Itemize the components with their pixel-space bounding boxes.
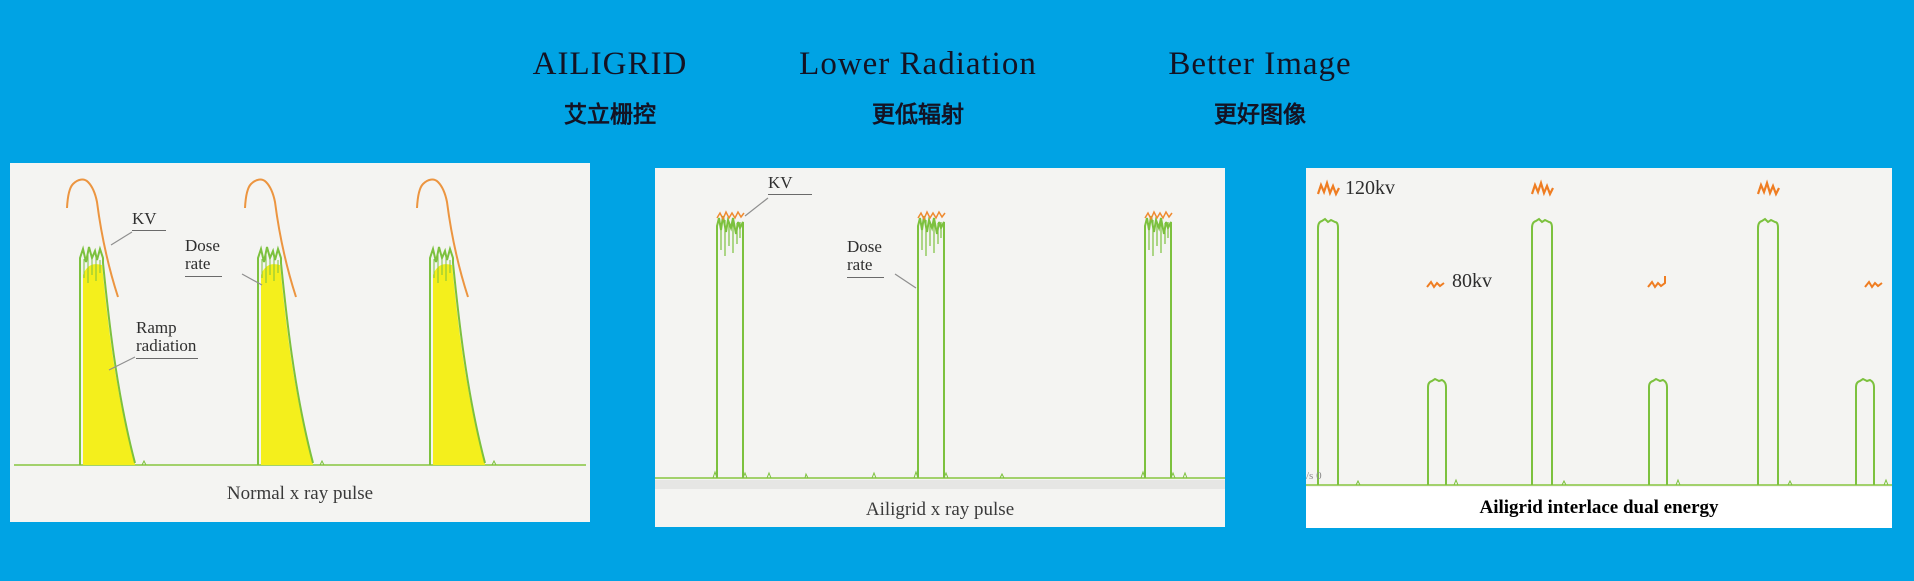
kv-curve [66,178,119,298]
ailigrid-pulse-chart [655,197,1225,489]
ramp-radiation-area [261,264,313,465]
square-pulse-1 [712,210,748,479]
dose-rate-pulse [1144,215,1172,478]
dose-rate-pulse [716,215,744,478]
header-subtitle-lower-radiation-zh: 更低辐射 [872,102,964,127]
header-column-ailigrid: AILIGRID 艾立栅控 [533,46,688,129]
kv80-marker-icon [1864,280,1883,289]
kv120-marker-icon [1530,179,1554,197]
kv-noise-cap [917,210,946,221]
kv-noise-cap [716,210,745,221]
square-pulse-2 [913,210,949,479]
scale-note: /s 0 [1306,470,1322,482]
header-title-better-image: Better Image [1168,46,1352,82]
pulse-feet [913,470,949,479]
pulse-120kv-2 [1531,217,1553,485]
dose-noise [1148,220,1169,256]
dose-rate-leader-line [241,273,263,286]
baseline-tick [141,459,147,466]
pulse-group-3 [416,178,497,466]
normal-pulse-chart [14,178,586,466]
ramp-label-line1: Ramp [136,318,177,337]
kv-leader-line [744,197,769,217]
header-subtitle-better-image-zh: 更好图像 [1214,102,1306,127]
kv-curve [244,178,297,298]
header-title-lower-radiation: Lower Radiation [799,46,1037,82]
ramp-radiation-label: Ramp radiation [136,318,199,359]
panel-caption-dual: Ailigrid interlace dual energy [1479,496,1719,518]
header-column-lower-radiation: Lower Radiation 更低辐射 [799,46,1037,129]
dose-rate-label: Dose rate [185,236,222,277]
ramp-label-line2: radiation [136,336,197,356]
kv-leader-line [110,231,133,246]
panel-caption-normal: Normal x ray pulse [226,483,374,504]
kv-noise-cap [1144,210,1173,221]
dose-rate-leader-line [894,273,917,289]
dose-noise [921,220,942,256]
kv80-label: 80kv [1452,270,1492,292]
baseline-tick [491,459,497,466]
panel-caption-ailigrid: Ailigrid x ray pulse [865,499,1015,520]
panel-normal-x-ray-pulse: KV Dose rate Ramp radiation Normal x ray p… [10,163,590,522]
kv-curve [416,178,469,298]
baseline-ticks [1355,478,1889,486]
kv-label-text: KV [768,173,793,192]
pulse-80kv-1 [1427,377,1447,485]
kv-label-text: KV [132,209,157,228]
dose-rate-curve [429,245,486,465]
pulse-group-1 [66,178,147,466]
dose-pulse-120 [1757,217,1779,485]
dose-pulse-120 [1317,217,1339,485]
dose-noise [433,255,451,283]
header-column-better-image: Better Image 更好图像 [1168,46,1351,129]
header-subtitle-ailigrid-zh: 艾立栅控 [563,102,656,127]
panel-ailigrid-x-ray-pulse: KV Dose rate Ailigrid x ray pulse [655,168,1225,527]
dose-label-line1: Dose [847,237,882,256]
dose-noise [720,220,741,256]
dose-label-line1: Dose [185,236,220,255]
kv-label: KV [132,209,166,232]
dose-noise [83,255,101,283]
kv120-marker-icon [1316,179,1340,197]
dose-pulse-80 [1855,377,1875,485]
dose-pulse-80 [1648,377,1668,485]
dose-rate-pulse [917,215,945,478]
dose-pulse-120 [1531,217,1553,485]
baseline-ticks [766,471,1188,479]
square-pulse-3 [1140,210,1176,479]
dose-label-line2: rate [847,255,873,275]
pulse-feet [712,470,748,479]
pulse-80kv-2 [1648,377,1668,485]
dual-energy-caption-bar: Ailigrid interlace dual energy [1306,487,1892,528]
dual-energy-chart [1306,179,1892,486]
kv120-label: 120kv [1345,177,1395,199]
pulse-group-2 [244,178,325,466]
panel-dual-energy: 120kv 80kv /s 0 Ailigrid interlace dual … [1306,168,1892,528]
ramp-radiation-leader-line [108,356,136,371]
dose-rate-curve [79,245,136,465]
ramp-radiation-area [83,264,135,465]
pulse-120kv-1 [1317,217,1339,485]
kv80-marker-icon [1426,280,1445,289]
kv120-marker-icon [1756,179,1780,197]
dose-rate-label: Dose rate [847,237,884,278]
axis-strip [655,480,1225,489]
baseline-tick [319,459,325,466]
ramp-radiation-area [433,264,485,465]
dose-label-line2: rate [185,254,211,274]
kv80-marker-icon [1647,276,1666,289]
dose-rate-curve [257,245,314,465]
pulse-120kv-3 [1757,217,1779,485]
header-title-ailigrid: AILIGRID [532,46,688,82]
dose-noise [261,255,279,283]
pulse-feet [1140,470,1176,479]
pulse-80kv-3 [1855,377,1875,485]
kv-label: KV [768,173,812,196]
dose-pulse-80 [1427,377,1447,485]
